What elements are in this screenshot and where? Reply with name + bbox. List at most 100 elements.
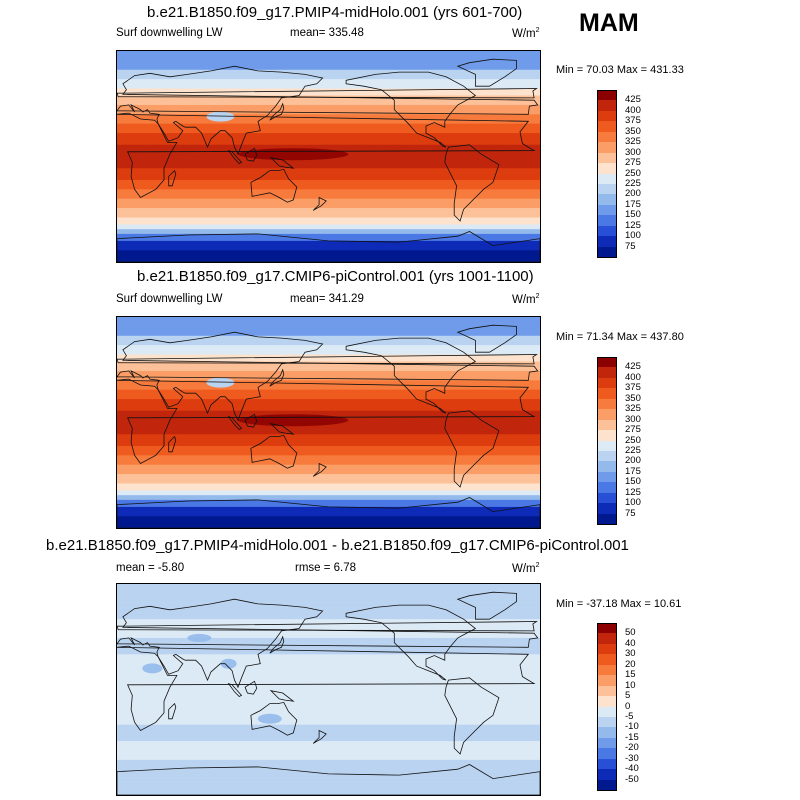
colorbar-label: 150: [625, 209, 641, 221]
coastline-eurasia: [117, 598, 539, 689]
colorbar-label: -5: [625, 710, 634, 722]
panel-1-title: b.e21.B1850.f09_g17.PMIP4-midHolo.001 (y…: [147, 4, 523, 21]
colorbar-swatch: [597, 440, 617, 452]
colorbar-swatch: [597, 100, 617, 112]
colorbar-swatch: [597, 367, 617, 379]
colorbar-label: 10: [625, 679, 636, 691]
coastline-south-america: [444, 410, 500, 488]
colorbar-label: 375: [625, 115, 641, 127]
colorbar-swatch: [597, 737, 617, 749]
colorbar-label: 75: [625, 507, 636, 519]
colorbar-swatch: [597, 246, 617, 258]
colorbar-swatch: [597, 716, 617, 728]
coastline-new-zealand: [312, 196, 327, 211]
colorbar-label: 125: [625, 219, 641, 231]
colorbar-swatch: [597, 769, 617, 781]
colorbar-swatch: [597, 430, 617, 441]
colorbar-swatch: [597, 450, 617, 462]
colorbar-label: 300: [625, 146, 641, 158]
colorbar-swatch: [597, 664, 617, 676]
coastline-africa: [117, 378, 536, 465]
colorbar-label: 425: [625, 94, 641, 106]
coastline-antarctica: [117, 231, 540, 262]
coastline-africa: [117, 112, 536, 199]
colorbar-swatch: [597, 204, 617, 216]
panel-2-colorbar: 425 400 375 350 325 300 275 250 225 200 175 150 125 1…: [597, 357, 657, 525]
coastline-uk: [117, 88, 538, 99]
colorbar-swatch: [597, 758, 617, 770]
colorbar-label: 20: [625, 658, 636, 670]
panel-2-units: W/m2: [512, 293, 540, 306]
colorbar-swatch: [597, 131, 617, 143]
colorbar-label: 425: [625, 361, 641, 373]
season-label: MAM: [579, 9, 639, 37]
coastline-eurasia: [117, 65, 539, 156]
colorbar-swatch: [597, 163, 617, 174]
difference-anomaly: [142, 663, 163, 674]
colorbar-swatch: [597, 675, 617, 687]
colorbar-label: 225: [625, 444, 641, 456]
coastline-new-guinea: [269, 157, 295, 169]
colorbar-label: 100: [625, 497, 641, 509]
coastline-africa: [117, 645, 536, 732]
panel-1-units: W/m2: [512, 27, 540, 40]
colorbar-label: 100: [625, 230, 641, 242]
colorbar-swatch: [597, 225, 617, 237]
colorbar-label: 275: [625, 424, 641, 436]
coastline-japan: [269, 102, 285, 121]
colorbar-swatch: [597, 482, 617, 494]
coastline-greenland: [456, 324, 517, 353]
coastline-australia: [250, 168, 298, 203]
coastline-borneo: [244, 680, 258, 695]
colorbar-label: -40: [625, 763, 639, 775]
coastline-new-guinea: [269, 690, 295, 702]
panel-2-min-max: Min = 71.34 Max = 437.80: [556, 331, 684, 343]
colorbar-swatch: [597, 492, 617, 504]
panel-2-map: [116, 316, 541, 529]
colorbar-label: 250: [625, 434, 641, 446]
difference-anomaly: [220, 658, 237, 669]
coastline-madagascar: [168, 169, 177, 187]
colorbar-label: 5: [625, 690, 631, 702]
coastline-madagascar: [168, 702, 177, 720]
coastline-japan: [269, 368, 285, 387]
colorbar-swatch: [597, 748, 617, 760]
colorbar-label: 250: [625, 167, 641, 179]
colorbar-label: 275: [625, 157, 641, 169]
colorbar-label: 15: [625, 669, 636, 681]
panel-3-mean: mean = -5.80: [116, 562, 185, 574]
panel-3-colorbar: 50 40 30 20 15 10 5 0 -5 -10 -15 -20 -30 -40 -50: [597, 623, 657, 791]
colorbar-label: 225: [625, 177, 641, 189]
colorbar-swatch: [597, 121, 617, 133]
coastline-new-zealand: [312, 729, 327, 744]
colorbar-label: -30: [625, 752, 639, 764]
coastline-uk: [117, 621, 538, 632]
colorbar-label: -10: [625, 721, 639, 733]
colorbar-swatch: [597, 215, 617, 227]
colorbar-label: 400: [625, 371, 641, 383]
colorbar-label: 300: [625, 413, 641, 425]
colorbar-label: -50: [625, 773, 639, 785]
colorbar-swatch: [597, 471, 617, 483]
coastline-new-guinea: [269, 423, 295, 435]
colorbar-swatch: [597, 779, 617, 791]
panel-1-min-max: Min = 70.03 Max = 431.33: [556, 64, 684, 76]
panel-1-colorbar: 425 400 375 350 325 300 275 250 225 200 175 150 125 1…: [597, 90, 657, 258]
coastline-australia: [250, 434, 298, 469]
coastline-north-america: [345, 71, 477, 148]
colorbar-swatch: [597, 643, 617, 655]
colorbar-swatch: [597, 142, 617, 154]
colorbar-swatch: [597, 377, 617, 389]
coastline-new-zealand: [312, 462, 327, 477]
colorbar-swatch: [597, 623, 617, 634]
panel-3-map: [116, 583, 541, 796]
colorbar-label: 200: [625, 188, 641, 200]
coastline-sumatra: [227, 149, 243, 164]
colorbar-swatch: [597, 633, 617, 645]
colorbar-swatch: [597, 183, 617, 195]
colorbar-label: 0: [625, 700, 631, 712]
colorbar-swatch: [597, 236, 617, 248]
coastline-sumatra: [227, 415, 243, 430]
coastline-greenland: [456, 58, 517, 87]
panel-1-variable-label: Surf downwelling LW: [116, 27, 223, 39]
